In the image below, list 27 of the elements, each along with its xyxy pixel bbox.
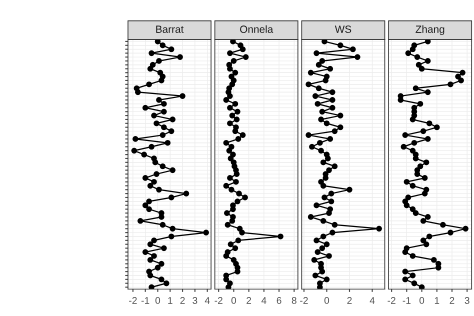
x-tick-label: 0 [324, 297, 330, 304]
x-tick-label: 3 [464, 297, 470, 304]
x-tick-label: 6 [276, 297, 282, 304]
chart-title: Barrat [156, 26, 184, 33]
x-tick-label: -2 [388, 297, 396, 304]
x-tick-label: 0 [419, 297, 424, 304]
x-tick-label: 2 [450, 297, 454, 304]
x-tick-label: -2 [300, 297, 308, 304]
x-tick-label: 1 [168, 297, 172, 304]
chart-title: WS [334, 26, 352, 33]
x-tick-label: 3 [192, 297, 198, 304]
chart-title: Onnela [240, 25, 274, 33]
x-tick-label: 1 [434, 297, 440, 304]
x-tick-label: 2 [246, 297, 252, 304]
x-tick-label: 0 [155, 297, 160, 304]
x-tick-label: 4 [204, 297, 210, 304]
x-tick-label: -2 [129, 297, 137, 304]
x-tick-label: -2 [214, 297, 222, 304]
x-tick-label: -1 [141, 297, 150, 304]
x-tick-label: 4 [370, 297, 375, 304]
x-tick-label: -1 [402, 297, 411, 304]
x-tick-label: 2 [347, 297, 352, 304]
x-tick-label: 8 [292, 297, 296, 304]
x-tick-label: 0 [231, 297, 236, 304]
x-tick-label: 2 [180, 297, 185, 304]
chart-title: Zhang [416, 25, 444, 35]
x-tick-label: 4 [261, 297, 266, 304]
